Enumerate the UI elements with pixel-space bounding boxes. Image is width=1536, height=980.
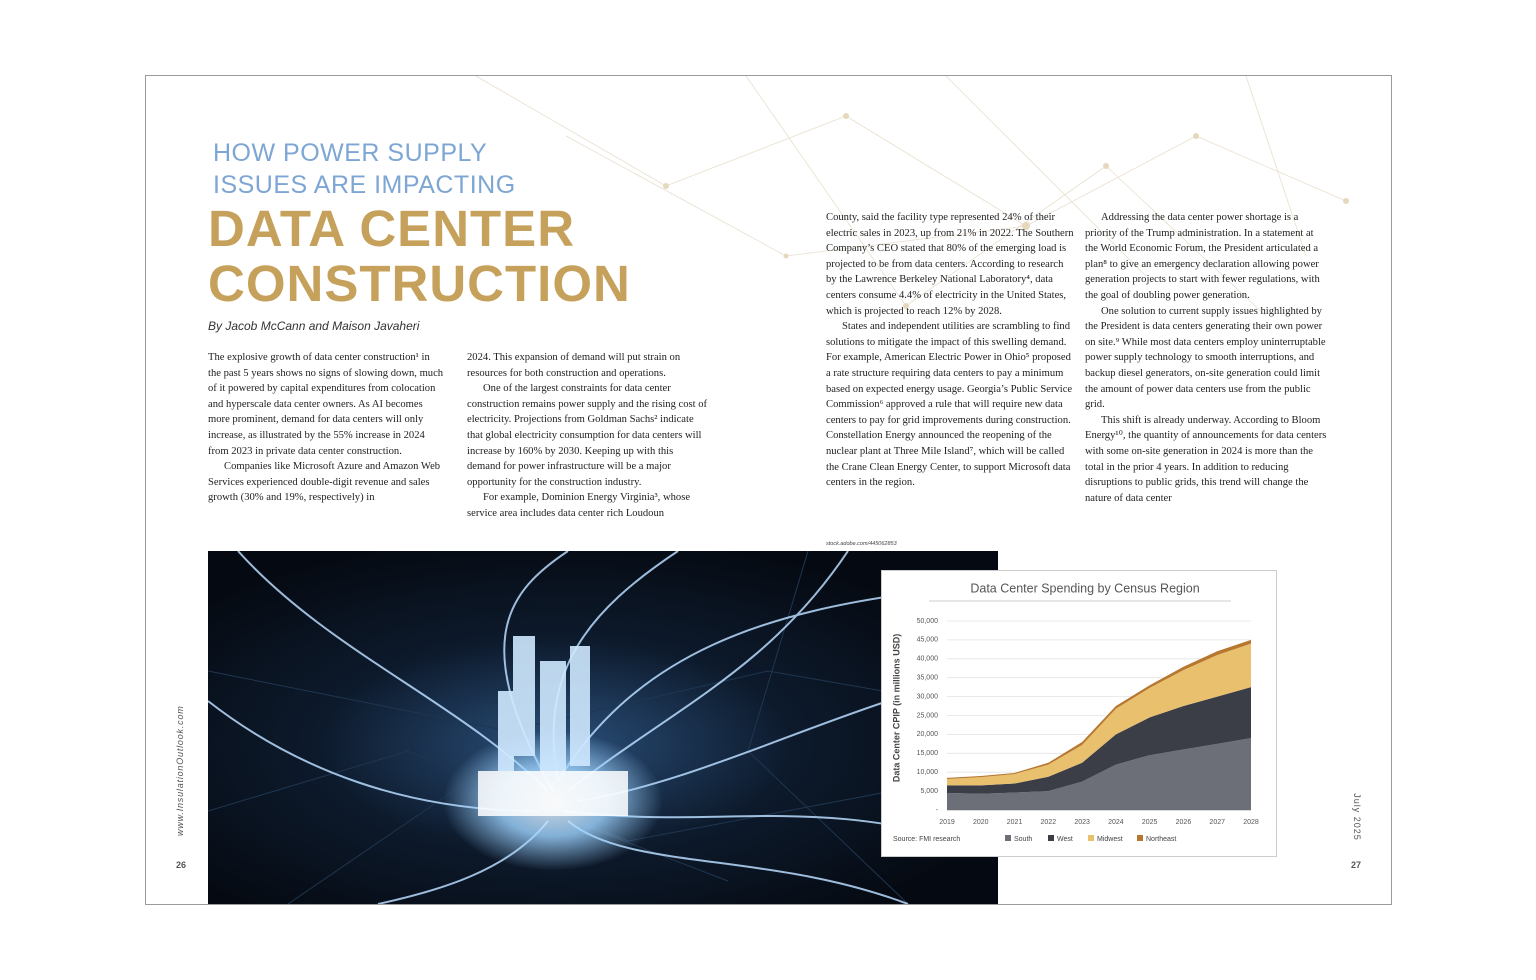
paragraph: Companies like Microsoft Azure and Amazo…: [208, 461, 441, 504]
headline-line: CONSTRUCTION: [208, 255, 631, 312]
network-decoration: [475, 76, 1349, 317]
y-tick-label: 20,000: [917, 731, 939, 738]
chart: Data Center Spending by Census Region Da…: [881, 570, 1277, 857]
text-column: 2024. This expansion of demand will put …: [467, 350, 709, 522]
website: www.InsulationOutlook.com: [175, 705, 185, 836]
x-tick-label: 2019: [939, 819, 955, 826]
y-tick-label: 45,000: [917, 637, 939, 644]
legend-swatch: [1048, 835, 1054, 841]
x-tick-label: 2024: [1108, 819, 1124, 826]
paragraph: County, said the facility type represent…: [826, 212, 1074, 317]
legend-swatch: [1088, 835, 1094, 841]
kicker: HOW POWER SUPPLY ISSUES ARE IMPACTING: [213, 137, 516, 201]
text-column: Addressing the data center power shortag…: [1085, 210, 1328, 506]
x-tick-label: 2028: [1243, 819, 1259, 826]
page-number: 26: [176, 860, 187, 870]
x-tick-label: 2026: [1176, 819, 1192, 826]
legend-swatch: [1005, 835, 1011, 841]
x-tick-label: 2020: [973, 819, 989, 826]
legend-label: Northeast: [1146, 836, 1176, 843]
y-tick-label: 15,000: [917, 750, 939, 757]
paragraph: The explosive growth of data center cons…: [208, 352, 444, 457]
y-tick-label: 25,000: [917, 712, 939, 719]
area: [947, 643, 1251, 786]
page-frame: [145, 75, 1392, 905]
y-tick-label: 50,000: [917, 618, 939, 625]
paragraph: States and independent utilities are scr…: [826, 321, 1073, 489]
paragraph: For example, Dominion Energy Virginia³, …: [467, 492, 691, 519]
legend-label: South: [1014, 836, 1032, 843]
headline-line: DATA CENTER: [208, 200, 576, 257]
headline: DATA CENTER CONSTRUCTION: [208, 201, 631, 311]
legend-label: Midwest: [1097, 836, 1123, 843]
photo: [208, 551, 998, 904]
y-tick-label: 10,000: [917, 769, 939, 776]
x-tick-label: 2025: [1142, 819, 1158, 826]
y-tick-label: 30,000: [917, 693, 939, 700]
paragraph: 2024. This expansion of demand will put …: [467, 352, 681, 379]
text-column: County, said the facility type represent…: [826, 210, 1075, 491]
legend-label: West: [1057, 836, 1073, 843]
y-tick-label: 5,000: [920, 788, 938, 795]
x-tick-label: 2022: [1041, 819, 1057, 826]
page-number: 27: [1351, 860, 1362, 870]
photo-credit: stock.adobe.com/445062853: [826, 541, 897, 547]
kicker-line: HOW POWER SUPPLY: [213, 139, 488, 167]
y-axis-label: Data Center CPIP (in millions USD): [891, 634, 901, 782]
x-tick-label: 2023: [1074, 819, 1090, 826]
kicker-line: ISSUES ARE IMPACTING: [213, 171, 516, 199]
x-tick-label: 2027: [1209, 819, 1225, 826]
area: [947, 639, 1251, 780]
paragraph: This shift is already underway. Accordin…: [1085, 414, 1327, 504]
area: [947, 687, 1251, 794]
paragraph: One of the largest constraints for data …: [467, 383, 708, 488]
y-tick-label: 35,000: [917, 675, 939, 682]
paragraph: One solution to current supply issues hi…: [1085, 305, 1326, 411]
y-tick-label: -: [936, 807, 939, 814]
legend-swatch: [1137, 835, 1143, 841]
chart-title: Data Center Spending by Census Region: [970, 581, 1199, 595]
area: [947, 738, 1251, 810]
text-column: The explosive growth of data center cons…: [208, 350, 444, 506]
x-tick-label: 2021: [1007, 819, 1023, 826]
chart-source: Source: FMI research: [893, 836, 960, 843]
y-tick-label: 40,000: [917, 656, 939, 663]
byline: By Jacob McCann and Maison Javaheri: [208, 319, 420, 333]
paragraph: Addressing the data center power shortag…: [1085, 212, 1320, 301]
issue-date: July 2025: [1352, 793, 1362, 841]
